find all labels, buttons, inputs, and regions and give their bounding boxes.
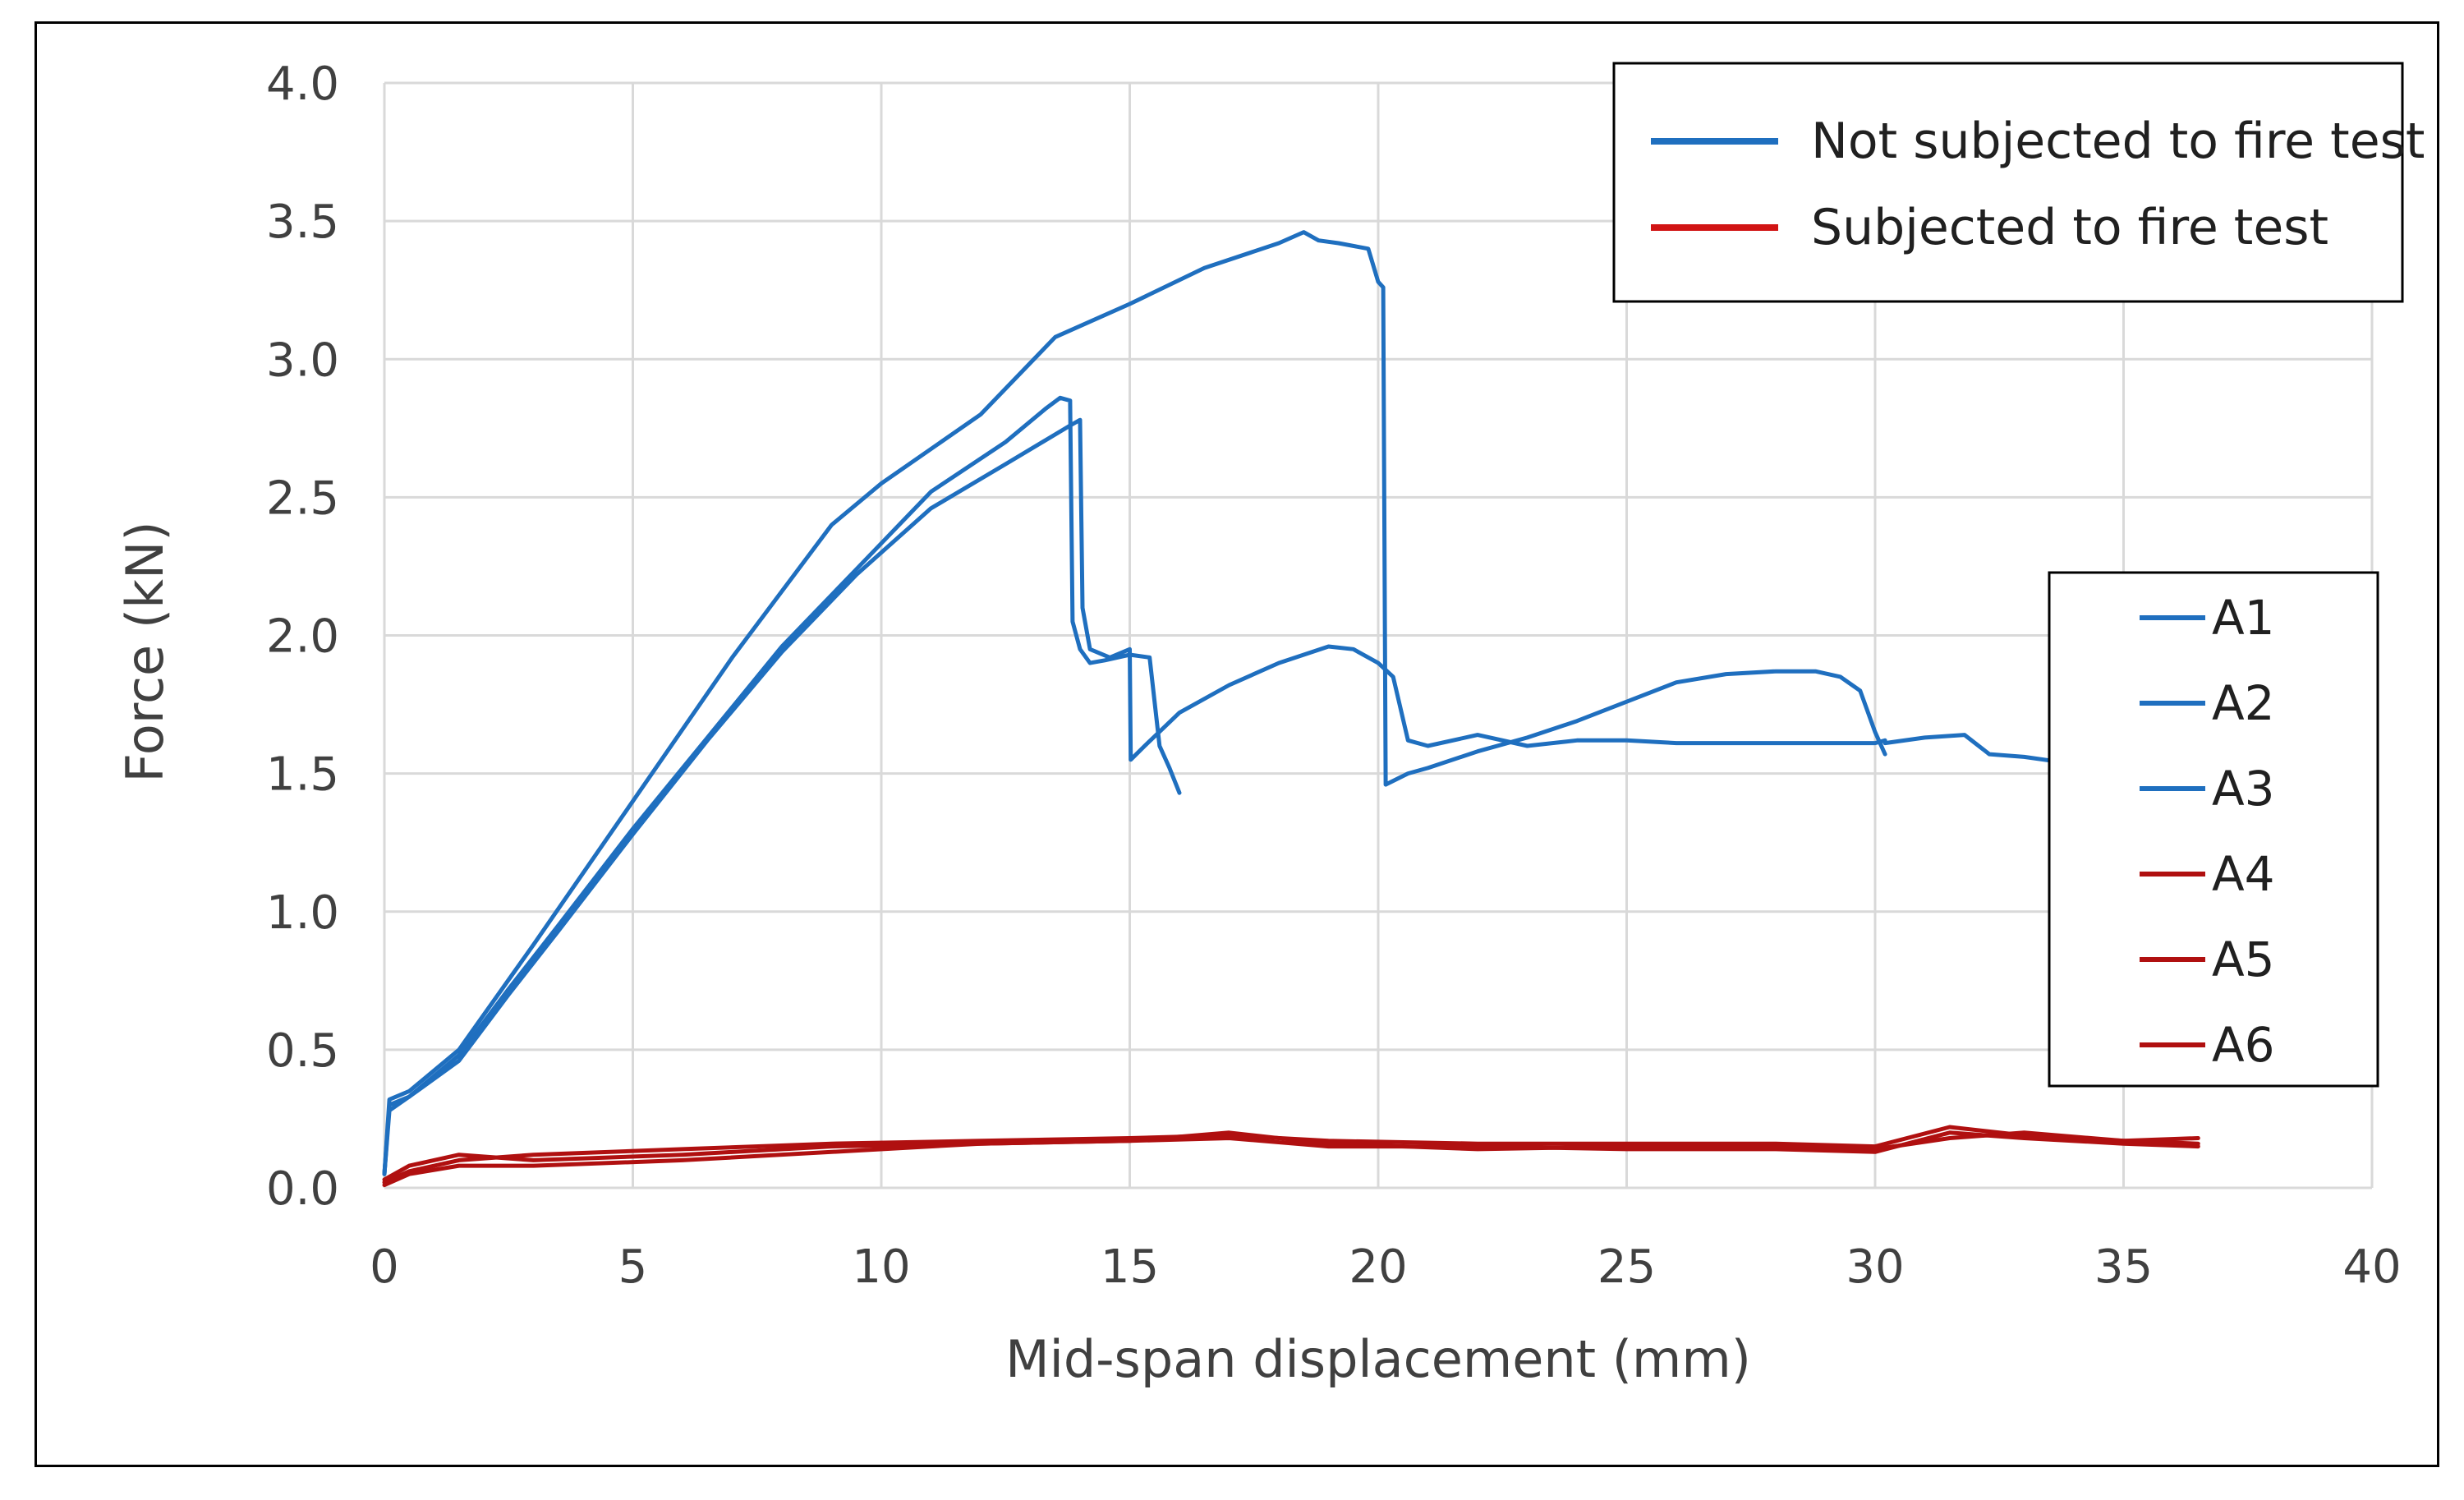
x-tick-label: 30 <box>1846 1240 1904 1294</box>
series-legend-label: A3 <box>2212 761 2275 817</box>
series-line-a3 <box>382 230 1887 1176</box>
series-legend-label: A5 <box>2212 932 2275 987</box>
series-line-a3-tail <box>1882 733 2066 765</box>
x-tick-label: 0 <box>370 1240 399 1294</box>
y-tick-label: 0.5 <box>266 1024 339 1078</box>
x-tick-label: 25 <box>1597 1240 1656 1294</box>
y-tick-label: 1.5 <box>266 748 339 802</box>
x-tick-label: 5 <box>618 1240 648 1294</box>
group-legend-label: Not subjected to fire test <box>1811 113 2425 170</box>
x-tick-label: 20 <box>1349 1240 1407 1294</box>
series-legend-label: A4 <box>2212 846 2275 902</box>
series-legend-label: A6 <box>2212 1017 2275 1073</box>
y-tick-label: 4.0 <box>266 58 339 111</box>
y-tick-label: 1.0 <box>266 886 339 940</box>
group-legend-label: Subjected to fire test <box>1811 199 2328 256</box>
x-tick-label: 35 <box>2094 1240 2153 1294</box>
series-legend-label: A1 <box>2212 590 2275 646</box>
x-tick-label: 15 <box>1101 1240 1159 1294</box>
y-tick-label: 3.0 <box>266 334 339 387</box>
series-line-a1 <box>382 395 1182 1176</box>
series-legend-label: A2 <box>2212 675 2275 731</box>
group-legend-box <box>1612 62 2404 303</box>
figure-frame: 0 5 10 15 20 25 30 35 40 0.0 0.5 1.0 1.5 2.0 2.5 3.0 3.5… <box>34 21 2439 1467</box>
y-tick-label: 0.0 <box>266 1162 339 1216</box>
series-line-a6 <box>382 1130 2200 1188</box>
series-line-a5 <box>382 1130 2200 1182</box>
series-line-a2 <box>382 417 1887 1176</box>
line-chart: 0 5 10 15 20 25 30 35 40 0.0 0.5 1.0 1.5 2.0 2.5 3.0 3.5… <box>115 58 2425 1389</box>
y-tick-label: 2.0 <box>266 610 339 664</box>
y-tick-label: 2.5 <box>266 472 339 525</box>
series-legend-box <box>2048 571 2379 1088</box>
x-axis-title: Mid-span displacement (mm) <box>1005 1329 1751 1389</box>
y-tick-label: 3.5 <box>266 196 339 249</box>
y-axis-title: Force (kN) <box>115 521 175 782</box>
x-tick-label: 40 <box>2342 1240 2401 1294</box>
x-tick-label: 10 <box>852 1240 910 1294</box>
